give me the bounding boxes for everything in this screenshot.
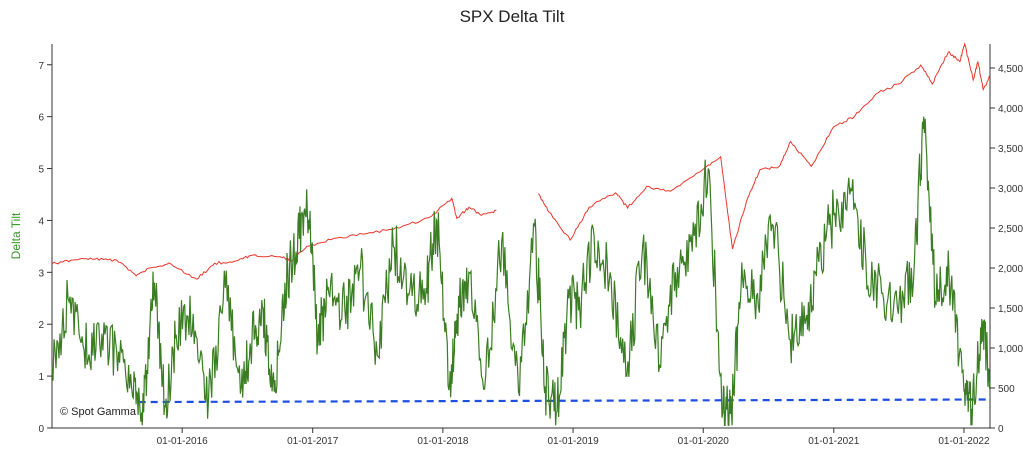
delta-tilt-line (51, 116, 991, 427)
y-tick-label-right: 0 (998, 424, 1004, 435)
y-tick-label-right: 3,500 (998, 144, 1023, 155)
y-tick-label-left: 4 (38, 216, 44, 227)
y-tick-label-left: 1 (38, 372, 44, 383)
chart-title: SPX Delta Tilt (460, 7, 565, 26)
y-tick-label-left: 3 (38, 268, 44, 279)
y-tick-label-left: 6 (38, 113, 44, 124)
x-tick-label: 01-01-2019 (547, 436, 599, 447)
y-tick-label-right: 1,000 (998, 344, 1023, 355)
watermark-text: © Spot Gamma (60, 406, 137, 418)
y-tick-label-right: 4,000 (998, 104, 1023, 115)
y-tick-label-right: 1,500 (998, 304, 1023, 315)
series-layer (51, 42, 991, 427)
x-tick-label: 01-01-2018 (417, 436, 469, 447)
y-tick-label-right: 2,500 (998, 224, 1023, 235)
y-tick-label-right: 2,000 (998, 264, 1023, 275)
x-tick-label: 01-01-2020 (678, 436, 730, 447)
threshold-line (138, 398, 991, 404)
y-tick-label-left: 7 (38, 61, 44, 72)
y-tick-label-left: 2 (38, 320, 44, 331)
x-tick-label: 01-01-2021 (808, 436, 860, 447)
y-tick-label-right: 500 (998, 384, 1015, 395)
spx-line (51, 42, 991, 280)
x-tick-label: 01-01-2022 (938, 436, 990, 447)
axes-layer: 0 1 2 3 4 5 6 7 0 500 1,000 1,500 2,000 2,500 3,000 3,5… (38, 44, 1023, 447)
y-axis-label: Delta Tilt (9, 212, 23, 259)
x-tick-label: 01-01-2016 (157, 436, 209, 447)
x-tick-label: 01-01-2017 (287, 436, 339, 447)
y-tick-label-right: 4,500 (998, 64, 1023, 75)
y-tick-label-left: 0 (38, 424, 44, 435)
y-tick-label-right: 3,000 (998, 184, 1023, 195)
y-tick-label-left: 5 (38, 165, 44, 176)
